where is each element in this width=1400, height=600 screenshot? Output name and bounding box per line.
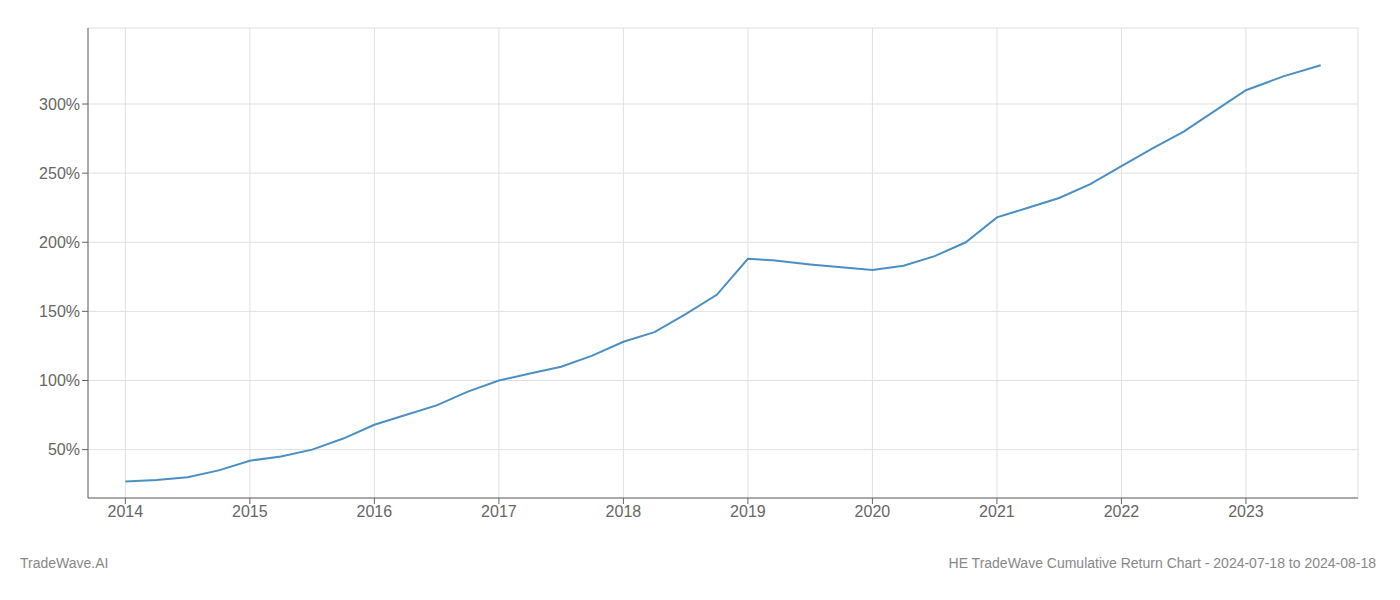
svg-text:2017: 2017	[481, 503, 517, 520]
svg-text:2014: 2014	[108, 503, 144, 520]
svg-text:2023: 2023	[1228, 503, 1264, 520]
svg-text:250%: 250%	[39, 165, 80, 182]
svg-text:2022: 2022	[1104, 503, 1140, 520]
svg-text:2016: 2016	[357, 503, 393, 520]
svg-text:2015: 2015	[232, 503, 268, 520]
svg-text:200%: 200%	[39, 234, 80, 251]
svg-text:2019: 2019	[730, 503, 766, 520]
svg-text:50%: 50%	[48, 441, 80, 458]
svg-text:100%: 100%	[39, 372, 80, 389]
svg-text:300%: 300%	[39, 96, 80, 113]
svg-text:150%: 150%	[39, 303, 80, 320]
svg-text:2021: 2021	[979, 503, 1015, 520]
svg-text:2018: 2018	[606, 503, 642, 520]
svg-text:2020: 2020	[855, 503, 891, 520]
html-text:HE TradeWave Cumulative Return: HE TradeWave Cumulative Return Chart - 2…	[948, 555, 1376, 571]
html-text:TradeWave.AI: TradeWave.AI	[20, 555, 109, 571]
